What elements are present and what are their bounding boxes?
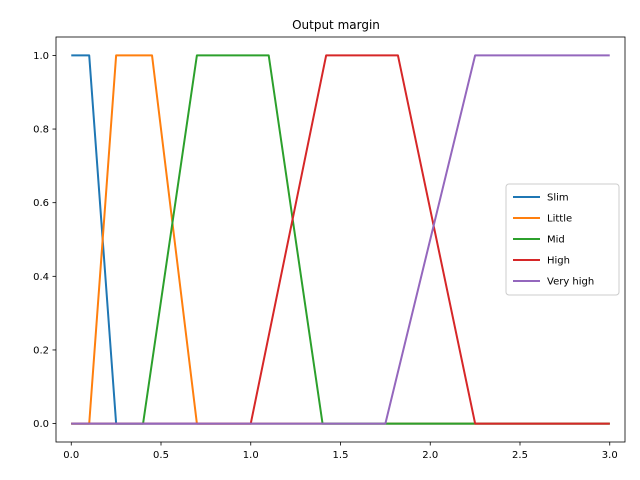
x-tick-label: 1.5 xyxy=(333,450,349,461)
legend-label-2: Mid xyxy=(547,235,565,246)
series-layer xyxy=(71,54,610,425)
x-tick-label: 0.5 xyxy=(153,450,169,461)
x-tick-label: 3.0 xyxy=(602,450,618,461)
legend-label-0: Slim xyxy=(547,193,569,204)
axes-layer: 0.0 0.5 1.0 1.5 2.0 2.5 3.0 0.0 0.2 0.4 0.6 0.8 1.0 xyxy=(33,51,618,461)
legend-label-1: Little xyxy=(547,214,572,225)
y-tick-label: 0.4 xyxy=(33,272,49,283)
y-tick-label: 1.0 xyxy=(33,51,49,62)
y-tick-label: 0.8 xyxy=(33,125,49,136)
y-tick-label: 0.2 xyxy=(33,345,49,356)
x-tick-label: 2.5 xyxy=(512,450,528,461)
y-tick-label: 0.6 xyxy=(33,198,49,209)
series-line-4 xyxy=(71,54,610,425)
chart-title: Output margin xyxy=(292,18,380,32)
x-tick-label: 2.0 xyxy=(422,450,438,461)
y-tick-label: 0.0 xyxy=(33,419,49,430)
legend-box xyxy=(505,183,620,296)
legend-label-4: Very high xyxy=(547,277,594,288)
legend: Slim Little Mid High Very high xyxy=(505,183,620,296)
x-tick-label: 0.0 xyxy=(63,450,79,461)
x-tick-label: 1.0 xyxy=(243,450,259,461)
legend-label-3: High xyxy=(547,256,570,267)
